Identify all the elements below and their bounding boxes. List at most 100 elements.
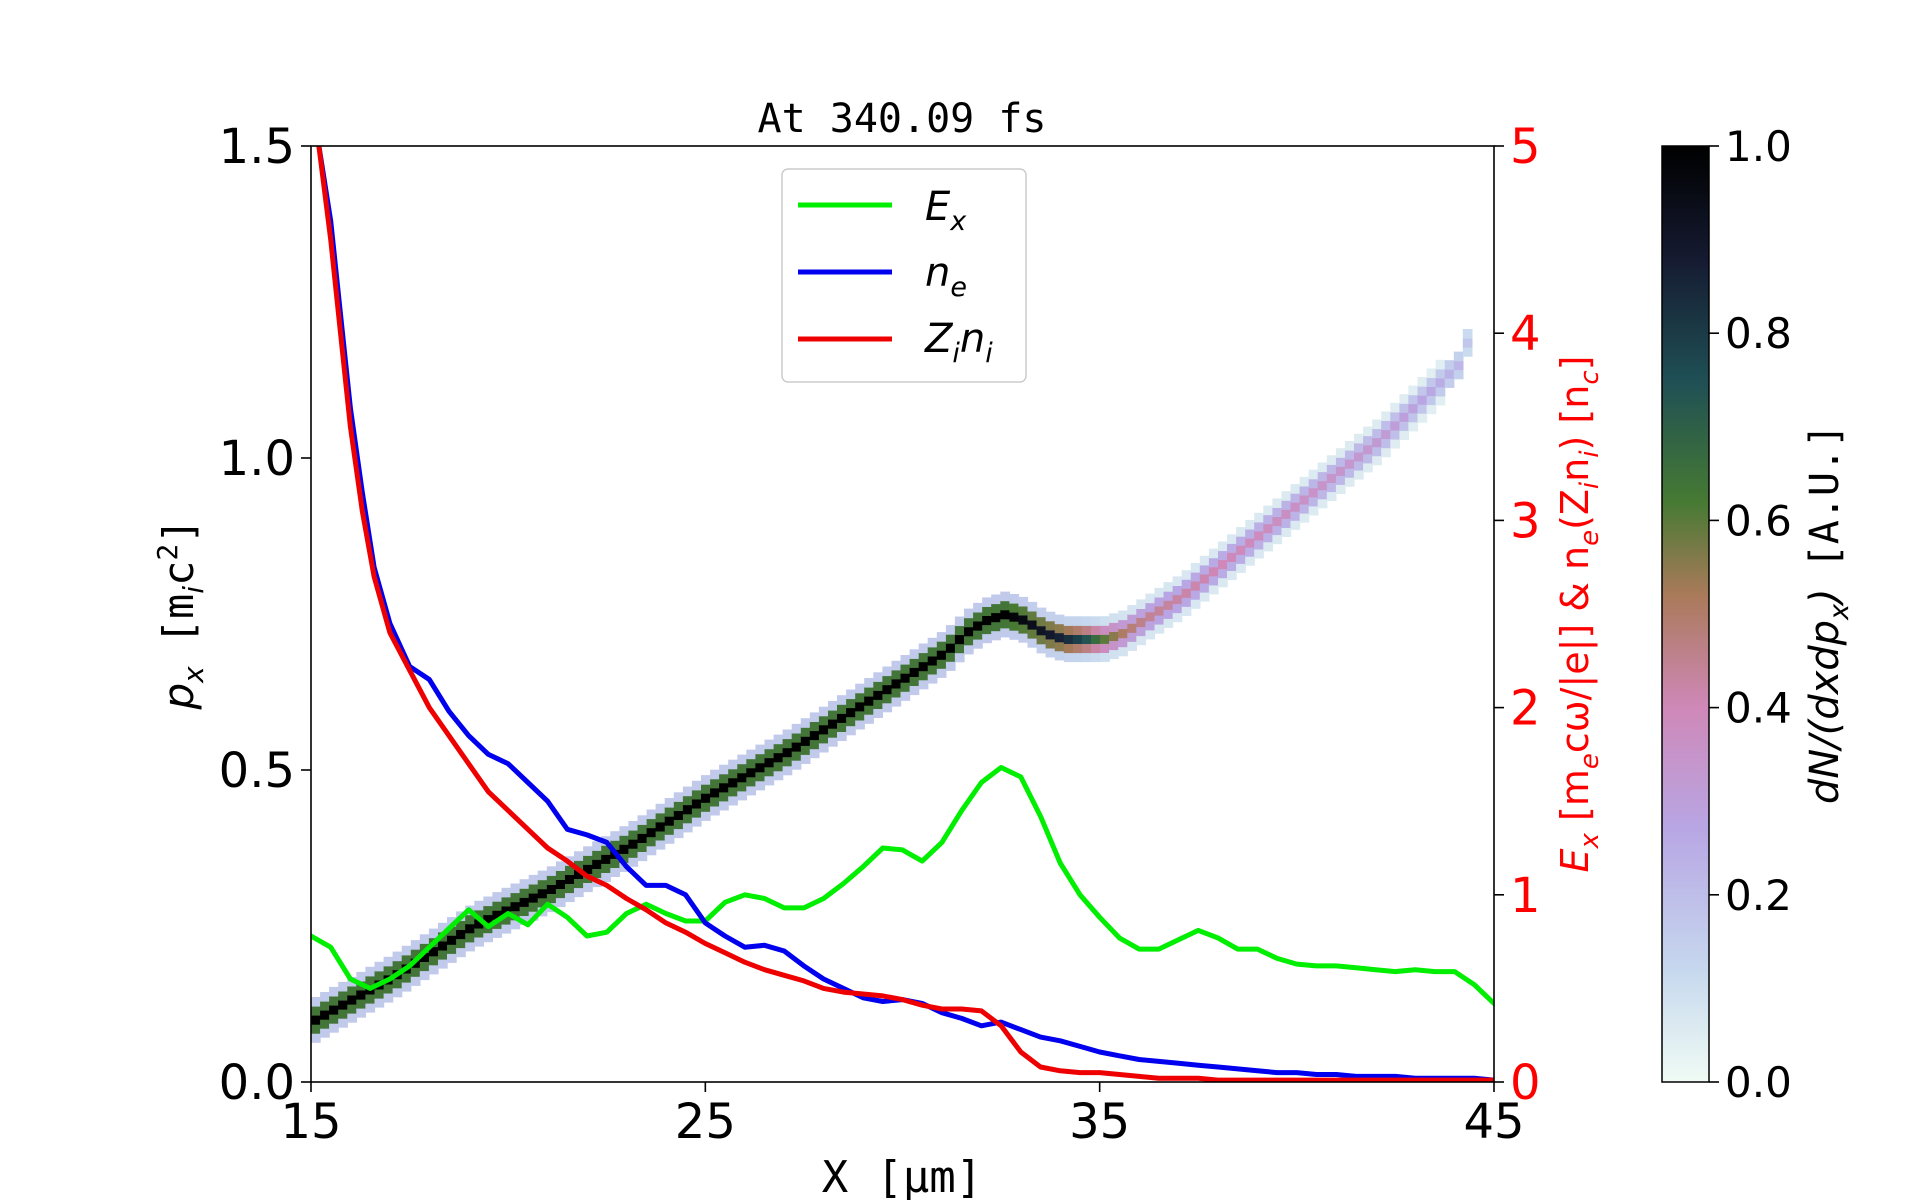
heatmap-cell bbox=[1208, 548, 1219, 559]
heatmap-cell bbox=[1009, 603, 1020, 613]
heatmap-cell bbox=[982, 624, 992, 635]
heatmap-cell bbox=[555, 879, 566, 889]
heatmap-cell bbox=[873, 681, 883, 691]
heatmap-cell bbox=[818, 733, 829, 744]
heatmap-cell bbox=[1145, 602, 1156, 613]
heatmap-cell bbox=[438, 922, 448, 933]
x-axis-label-unit: [μm] bbox=[876, 1152, 982, 1200]
heatmap-cell bbox=[1127, 623, 1137, 633]
heatmap-cell bbox=[438, 940, 448, 951]
heatmap-cell bbox=[329, 996, 339, 1006]
heatmap-cell bbox=[1136, 626, 1146, 637]
heatmap-cell bbox=[1363, 462, 1373, 473]
heatmap-cell bbox=[456, 938, 466, 949]
heatmap-cell bbox=[1354, 442, 1364, 453]
heatmap-cell bbox=[1290, 520, 1301, 530]
heatmap-cell bbox=[1027, 610, 1038, 621]
heatmap-cell bbox=[764, 766, 775, 777]
heatmap-cell bbox=[1299, 513, 1310, 523]
heatmap-cell bbox=[1036, 643, 1047, 654]
heatmap-cell bbox=[1163, 600, 1174, 610]
heatmap-cell bbox=[383, 993, 394, 1003]
heatmap-cell bbox=[1281, 518, 1292, 528]
heatmap-cell bbox=[982, 633, 992, 644]
colorbar-tick-label: 0.4 bbox=[1725, 684, 1792, 733]
heatmap-cell bbox=[1181, 588, 1192, 598]
heatmap-cell bbox=[927, 674, 938, 684]
heatmap-cell bbox=[945, 643, 956, 653]
heatmap-cell bbox=[438, 950, 448, 960]
heatmap-cell bbox=[1390, 439, 1400, 449]
heatmap-cell bbox=[973, 611, 983, 622]
heatmap-cell bbox=[900, 691, 911, 701]
heatmap-cell bbox=[691, 817, 702, 827]
heatmap-cell bbox=[383, 983, 394, 994]
svg-text:ne: ne bbox=[925, 250, 967, 303]
heatmap-cell bbox=[918, 643, 929, 654]
heatmap-cell bbox=[828, 719, 838, 729]
heatmap-cell bbox=[1100, 625, 1110, 635]
heatmap-cell bbox=[746, 776, 756, 787]
heatmap-cell bbox=[519, 888, 530, 898]
heatmap-cell bbox=[646, 818, 657, 829]
heatmap-cell bbox=[456, 929, 466, 940]
heatmap-cell bbox=[1063, 625, 1074, 635]
heatmap-cell bbox=[800, 718, 811, 728]
heatmap-cell bbox=[528, 902, 539, 912]
right-axis-label-part: [m bbox=[1553, 769, 1597, 833]
heatmap-cell bbox=[1363, 435, 1373, 446]
heatmap-cell bbox=[1045, 611, 1056, 622]
right-axis-label-part: n bbox=[1553, 458, 1597, 482]
heatmap-cell bbox=[610, 831, 620, 841]
heatmap-cell bbox=[1254, 548, 1264, 559]
heatmap-cell bbox=[392, 960, 403, 971]
heatmap-cell bbox=[456, 947, 466, 958]
heatmap-cell bbox=[1236, 554, 1246, 564]
heatmap-cell bbox=[1435, 395, 1446, 406]
heatmap-cell bbox=[873, 708, 883, 718]
heatmap-cell bbox=[1236, 536, 1246, 546]
heatmap-cell bbox=[1218, 577, 1228, 588]
heatmap-cell bbox=[1344, 441, 1355, 451]
heatmap-cell bbox=[601, 854, 611, 864]
heatmap-cell bbox=[592, 868, 602, 878]
heatmap-cell bbox=[320, 992, 330, 1002]
heatmap-cell bbox=[1009, 612, 1020, 622]
heatmap-cell bbox=[1453, 360, 1464, 371]
heatmap-cell bbox=[1299, 476, 1310, 487]
heatmap-cell bbox=[519, 906, 530, 916]
heatmap-cell bbox=[1063, 634, 1074, 644]
heatmap-cell bbox=[728, 786, 738, 797]
heatmap-cell bbox=[800, 745, 811, 755]
heatmap-cell bbox=[909, 658, 920, 668]
heatmap-cell bbox=[655, 821, 666, 832]
heatmap-cell bbox=[1045, 638, 1056, 649]
x-axis-label-text: X bbox=[822, 1152, 849, 1200]
right-tick-label: 4 bbox=[1510, 306, 1541, 362]
right-axis-label-part: ] bbox=[1553, 356, 1597, 371]
heatmap-cell bbox=[1000, 609, 1010, 620]
heatmap-cell bbox=[1118, 646, 1128, 657]
heatmap-cell bbox=[1218, 568, 1228, 579]
heatmap-cell bbox=[818, 724, 829, 735]
heatmap-cell bbox=[1254, 530, 1264, 541]
heatmap-cell bbox=[1372, 419, 1382, 430]
heatmap-cell bbox=[973, 621, 983, 631]
heatmap-cell bbox=[1190, 590, 1201, 600]
heatmap-cell bbox=[691, 808, 702, 818]
heatmap-cell bbox=[1154, 596, 1165, 607]
heatmap-cell bbox=[574, 851, 584, 861]
heatmap-cell bbox=[818, 715, 829, 726]
heatmap-cell bbox=[1109, 622, 1119, 632]
heatmap-cell bbox=[565, 865, 575, 875]
colorbar-label-unit: [A.U.] bbox=[1802, 424, 1848, 569]
heatmap-cell bbox=[565, 874, 575, 884]
heatmap-cell bbox=[1018, 633, 1029, 643]
heatmap-cell bbox=[1326, 464, 1337, 474]
heatmap-cell bbox=[1154, 587, 1165, 598]
heatmap-cell bbox=[1417, 395, 1428, 405]
heatmap-cell bbox=[1344, 450, 1355, 460]
heatmap-cell bbox=[392, 987, 403, 998]
heatmap-cell bbox=[1199, 573, 1210, 584]
heatmap-cell bbox=[1190, 563, 1201, 573]
